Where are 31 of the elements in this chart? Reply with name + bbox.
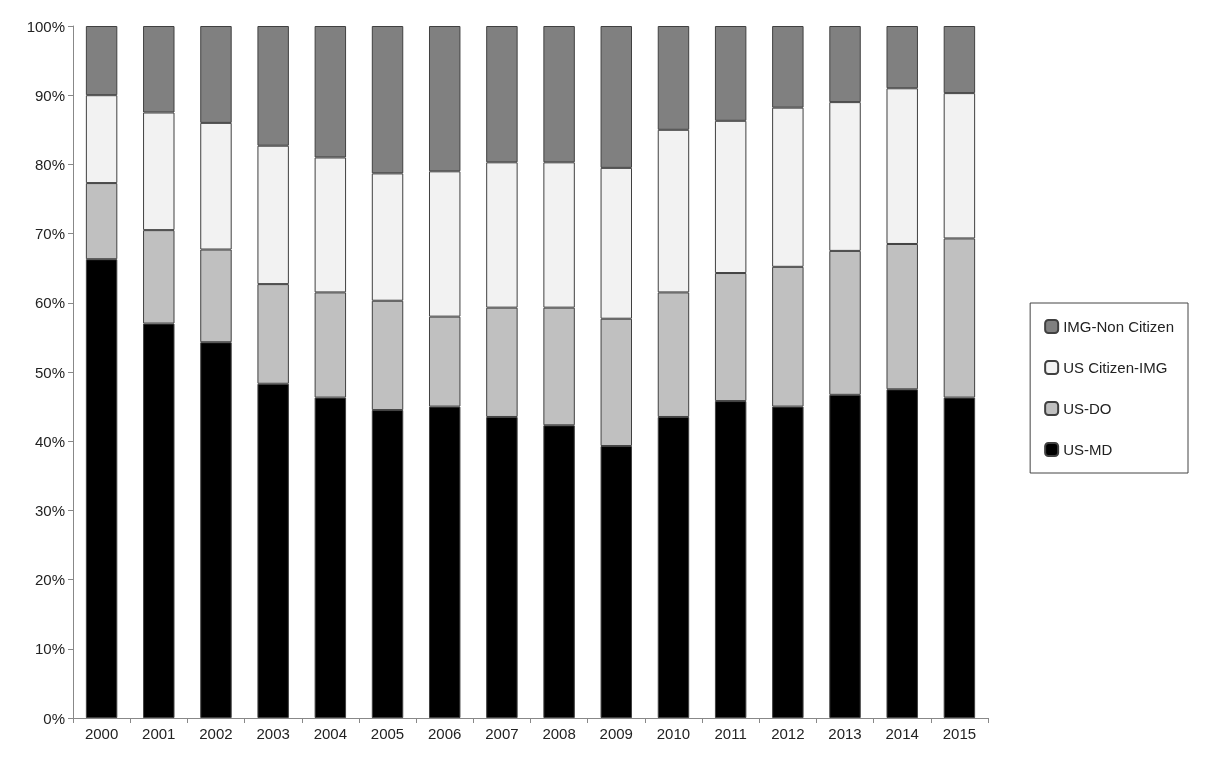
x-tick-label: 2003 xyxy=(256,725,290,742)
x-tick-label: 2013 xyxy=(828,725,862,742)
x-tick-label: 2002 xyxy=(199,725,233,742)
y-tick-label: 20% xyxy=(34,571,65,589)
y-tick-label: 90% xyxy=(34,86,65,104)
y-tick-label: 60% xyxy=(34,294,65,312)
legend-label: IMG-Non Citizen xyxy=(1063,318,1174,335)
x-tick-label: 2008 xyxy=(542,725,576,742)
x-tick-label: 2007 xyxy=(485,725,519,742)
x-tick-label: 2015 xyxy=(942,725,977,742)
y-tick-label: 70% xyxy=(34,225,65,243)
x-tick-label: 2010 xyxy=(656,725,691,742)
x-tick-label: 2011 xyxy=(714,725,747,742)
y-tick-label: 0% xyxy=(43,709,65,727)
y-tick-label: 40% xyxy=(34,432,65,450)
x-tick-label: 2000 xyxy=(84,725,119,742)
y-tick-label: 50% xyxy=(34,363,65,381)
x-tick-label: 2004 xyxy=(313,725,348,742)
legend-label: US-DO xyxy=(1063,400,1112,417)
x-tick-label: 2006 xyxy=(428,725,462,742)
y-tick-label: 80% xyxy=(34,155,65,173)
x-tick-label: 2012 xyxy=(771,725,805,742)
y-tick-label: 30% xyxy=(34,501,65,519)
y-tick-label: 100% xyxy=(26,17,65,35)
x-tick-label: 2005 xyxy=(370,725,405,742)
x-tick-label: 2014 xyxy=(885,725,919,742)
x-tick-label: 2009 xyxy=(599,725,633,742)
y-tick-label: 10% xyxy=(34,640,65,658)
legend-label: US Citizen-IMG xyxy=(1063,359,1168,376)
x-tick-label: 2001 xyxy=(142,725,176,742)
legend-label: US-MD xyxy=(1063,441,1113,458)
